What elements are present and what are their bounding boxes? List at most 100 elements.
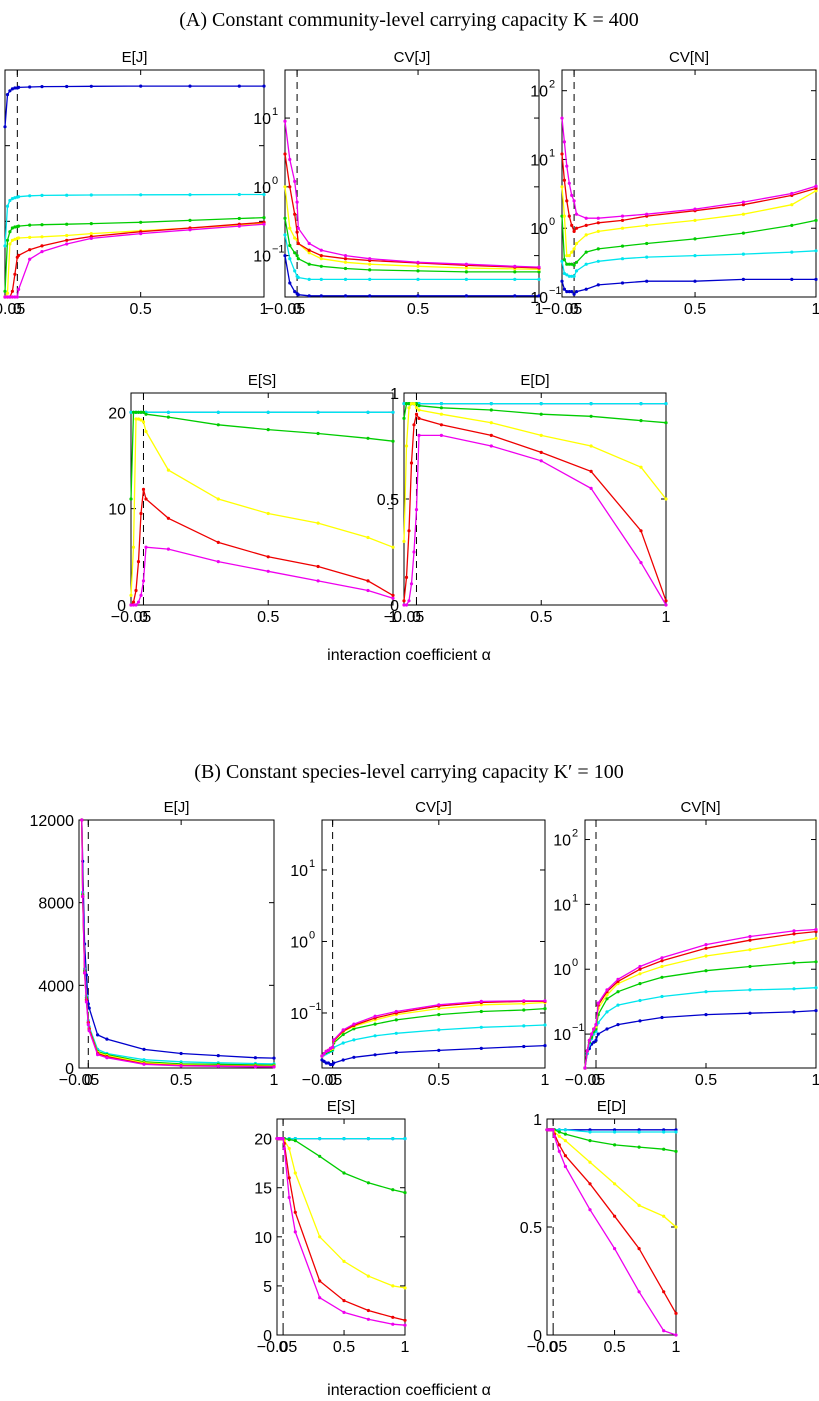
y-tick-label: 20 bbox=[254, 1132, 272, 1149]
data-point bbox=[179, 1064, 183, 1068]
data-point bbox=[366, 579, 370, 583]
data-point bbox=[639, 529, 643, 533]
data-point bbox=[416, 277, 420, 281]
data-point bbox=[188, 218, 192, 222]
data-point bbox=[539, 433, 543, 437]
x-tick-label: −0.05 bbox=[384, 609, 425, 626]
data-point bbox=[417, 433, 421, 437]
data-point bbox=[620, 214, 625, 218]
data-point bbox=[417, 408, 421, 412]
data-point bbox=[139, 511, 143, 516]
data-point bbox=[342, 1171, 346, 1175]
data-point bbox=[253, 1056, 257, 1060]
data-point bbox=[136, 410, 141, 414]
data-point bbox=[283, 233, 287, 237]
data-point bbox=[693, 218, 697, 222]
data-point bbox=[557, 1128, 561, 1132]
data-point bbox=[664, 402, 668, 406]
y-tick-label: 10 bbox=[553, 833, 571, 850]
data-point bbox=[613, 1143, 617, 1147]
data-point bbox=[613, 1128, 617, 1132]
data-point bbox=[596, 229, 600, 233]
data-point bbox=[563, 1139, 568, 1143]
data-point bbox=[295, 200, 299, 204]
data-point bbox=[464, 294, 468, 298]
data-point bbox=[748, 988, 752, 992]
data-point bbox=[391, 1137, 395, 1141]
data-point bbox=[326, 1048, 330, 1052]
y-tick-label: 0 bbox=[117, 598, 126, 615]
axes-box bbox=[78, 819, 275, 1069]
data-point bbox=[139, 410, 143, 414]
data-point bbox=[296, 257, 300, 261]
data-point bbox=[404, 575, 409, 580]
data-point bbox=[281, 1137, 285, 1141]
data-point bbox=[414, 402, 419, 406]
data-point bbox=[139, 193, 143, 197]
data-point bbox=[562, 287, 567, 291]
data-point bbox=[557, 1149, 561, 1153]
data-point bbox=[134, 410, 138, 414]
data-point bbox=[89, 222, 93, 226]
data-point bbox=[295, 254, 299, 258]
data-point bbox=[557, 1143, 561, 1147]
data-point bbox=[10, 289, 14, 293]
data-point bbox=[594, 1023, 598, 1027]
data-point bbox=[814, 936, 818, 940]
data-point bbox=[283, 185, 287, 189]
data-point bbox=[563, 1164, 568, 1169]
data-point bbox=[216, 540, 220, 545]
data-point bbox=[439, 412, 443, 416]
y-tick-exponent: 2 bbox=[572, 828, 578, 840]
data-point bbox=[366, 1137, 370, 1141]
y-tick-label: 10 bbox=[253, 111, 271, 128]
data-point bbox=[620, 281, 625, 285]
section-b-title: (B) Constant species-level carrying capa… bbox=[194, 761, 623, 783]
y-tick-label: 5 bbox=[263, 1279, 272, 1296]
data-point bbox=[605, 997, 609, 1001]
data-point bbox=[237, 192, 241, 197]
data-point bbox=[551, 1128, 555, 1132]
data-point bbox=[166, 468, 170, 472]
data-point bbox=[539, 450, 543, 454]
data-point bbox=[588, 1160, 592, 1164]
data-point bbox=[402, 416, 406, 420]
data-point bbox=[8, 295, 12, 299]
y-tick-label: 10 bbox=[290, 1006, 308, 1023]
data-point bbox=[563, 1154, 568, 1158]
data-point bbox=[589, 469, 593, 473]
data-point bbox=[584, 287, 588, 291]
data-point bbox=[645, 255, 649, 259]
data-point bbox=[409, 402, 414, 406]
data-point bbox=[373, 1053, 377, 1057]
data-point bbox=[704, 943, 708, 947]
data-point bbox=[139, 418, 143, 422]
data-point bbox=[283, 152, 287, 156]
x-tick-label: −0.05 bbox=[527, 1339, 568, 1356]
data-point bbox=[402, 402, 406, 406]
data-point bbox=[288, 226, 292, 230]
x-tick-label: 0 bbox=[328, 1072, 337, 1089]
data-point bbox=[596, 216, 600, 220]
data-point bbox=[141, 487, 146, 491]
data-point bbox=[316, 521, 320, 525]
x-tick-label: 0 bbox=[84, 1072, 93, 1089]
data-point bbox=[3, 244, 7, 248]
data-point bbox=[660, 964, 664, 969]
data-point bbox=[80, 818, 84, 822]
y-tick-label: 10 bbox=[530, 221, 548, 238]
x-tick-label: 0 bbox=[279, 1339, 288, 1356]
data-point bbox=[81, 894, 85, 899]
data-point bbox=[89, 84, 93, 88]
data-point bbox=[409, 461, 414, 465]
x-tick-label: 0.5 bbox=[684, 301, 706, 318]
data-point bbox=[637, 1128, 641, 1132]
y-tick-label: 10 bbox=[530, 84, 548, 101]
data-point bbox=[464, 262, 468, 266]
data-point bbox=[479, 999, 483, 1004]
data-point bbox=[792, 929, 796, 933]
data-point bbox=[307, 251, 311, 255]
data-point bbox=[129, 603, 133, 607]
data-point bbox=[638, 964, 642, 969]
